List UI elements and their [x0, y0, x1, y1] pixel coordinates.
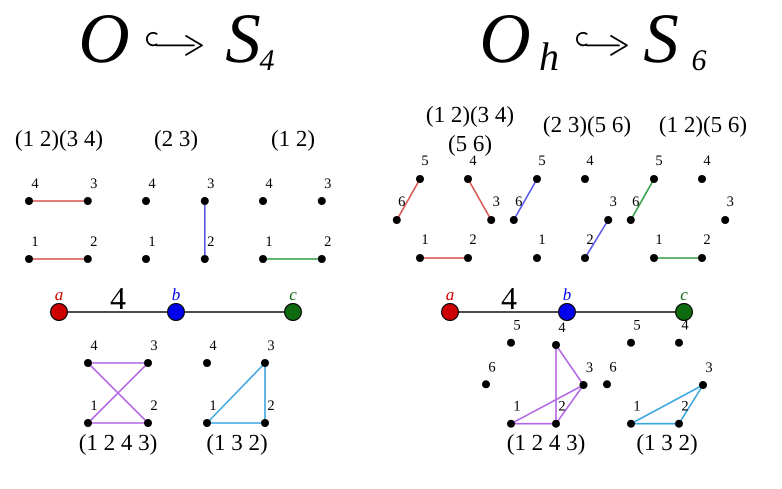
svg-text:h: h: [539, 34, 559, 79]
svg-text:(1 3 2): (1 3 2): [206, 430, 267, 455]
svg-text:5: 5: [538, 153, 545, 169]
svg-text:4: 4: [265, 176, 273, 192]
svg-text:4: 4: [110, 280, 126, 316]
svg-text:1: 1: [265, 234, 272, 250]
svg-text:1: 1: [655, 232, 662, 248]
svg-text:(1 2): (1 2): [271, 126, 315, 151]
svg-text:3: 3: [493, 194, 500, 210]
svg-text:4: 4: [586, 153, 594, 169]
svg-text:(1 2)(3 4): (1 2)(3 4): [426, 102, 514, 127]
svg-text:b: b: [172, 285, 181, 304]
svg-text:4: 4: [469, 153, 477, 169]
svg-text:5: 5: [655, 153, 662, 169]
svg-text:5: 5: [421, 153, 428, 169]
svg-text:O: O: [78, 0, 129, 78]
svg-text:2: 2: [90, 234, 97, 250]
svg-text:a: a: [446, 285, 455, 304]
svg-text:3: 3: [267, 338, 274, 354]
svg-text:4: 4: [501, 280, 517, 316]
svg-text:6: 6: [609, 359, 616, 375]
svg-text:(1 2)(5 6): (1 2)(5 6): [659, 112, 747, 137]
svg-text:(2 3)(5 6): (2 3)(5 6): [543, 112, 631, 137]
svg-text:(1 2 4 3): (1 2 4 3): [79, 430, 158, 455]
svg-text:2: 2: [586, 232, 593, 248]
svg-text:2: 2: [703, 232, 710, 248]
svg-text:4: 4: [148, 176, 156, 192]
svg-text:1: 1: [90, 398, 97, 414]
svg-text:6: 6: [632, 194, 639, 210]
svg-text:c: c: [680, 285, 688, 304]
svg-text:3: 3: [324, 176, 331, 192]
svg-text:4: 4: [209, 338, 217, 354]
svg-text:1: 1: [148, 234, 155, 250]
svg-text:a: a: [55, 285, 64, 304]
svg-text:3: 3: [150, 338, 157, 354]
svg-text:1: 1: [31, 234, 38, 250]
svg-text:1: 1: [209, 398, 216, 414]
svg-text:2: 2: [207, 234, 214, 250]
svg-text:3: 3: [586, 360, 593, 376]
svg-text:S: S: [225, 0, 261, 78]
svg-text:1: 1: [538, 232, 545, 248]
svg-text:3: 3: [207, 176, 214, 192]
svg-text:2: 2: [150, 398, 157, 414]
svg-text:5: 5: [513, 318, 520, 334]
svg-text:5: 5: [633, 318, 640, 334]
svg-text:3: 3: [90, 176, 97, 192]
svg-text:1: 1: [633, 399, 640, 415]
svg-text:1: 1: [513, 399, 520, 415]
svg-text:3: 3: [727, 194, 734, 210]
svg-text:6: 6: [398, 194, 405, 210]
svg-text:O: O: [479, 0, 530, 78]
svg-text:c: c: [289, 285, 297, 304]
svg-text:1: 1: [421, 232, 428, 248]
svg-text:4: 4: [260, 44, 275, 77]
svg-text:(1 3 2): (1 3 2): [636, 430, 697, 455]
svg-text:4: 4: [681, 318, 689, 334]
svg-text:(1 2)(3 4): (1 2)(3 4): [15, 126, 103, 151]
svg-text:S: S: [643, 0, 679, 78]
svg-text:2: 2: [558, 399, 565, 415]
svg-text:3: 3: [705, 360, 712, 376]
svg-text:2: 2: [469, 232, 476, 248]
svg-text:2: 2: [324, 234, 331, 250]
svg-text:2: 2: [267, 398, 274, 414]
svg-text:6: 6: [488, 359, 495, 375]
svg-text:4: 4: [31, 176, 39, 192]
svg-text:4: 4: [90, 338, 98, 354]
svg-text:4: 4: [558, 320, 566, 336]
svg-text:2: 2: [681, 399, 688, 415]
svg-text:6: 6: [515, 194, 522, 210]
svg-text:(1 2 4 3): (1 2 4 3): [507, 430, 586, 455]
svg-text:4: 4: [703, 153, 711, 169]
svg-text:6: 6: [692, 44, 707, 77]
svg-text:(2 3): (2 3): [154, 126, 198, 151]
svg-text:3: 3: [610, 194, 617, 210]
svg-text:b: b: [563, 285, 572, 304]
